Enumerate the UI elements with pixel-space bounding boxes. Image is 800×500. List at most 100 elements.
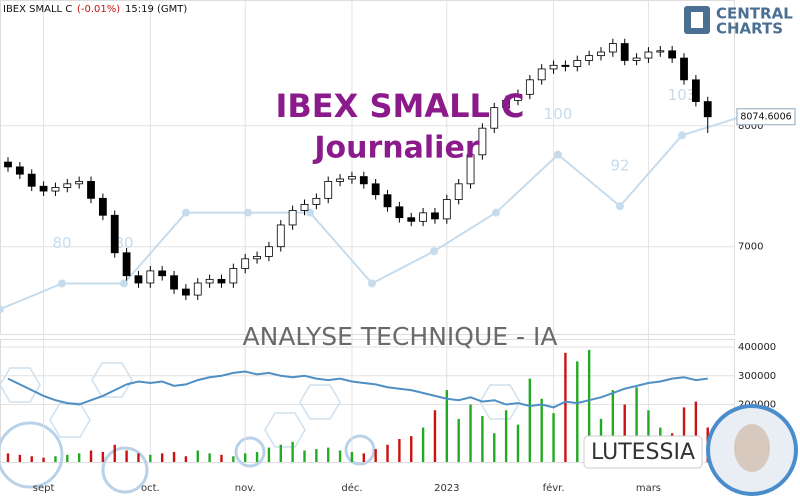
price-label: 8074.6006 xyxy=(740,111,791,122)
y-tick-label: 400000 xyxy=(738,342,776,353)
candle-body xyxy=(608,43,617,53)
candle-body xyxy=(466,154,475,185)
volume-bar xyxy=(386,444,389,462)
score-point xyxy=(616,202,624,211)
volume-bar xyxy=(244,453,247,462)
candle-body xyxy=(253,255,261,260)
candle-body xyxy=(442,199,451,220)
volume-bar xyxy=(694,401,698,462)
candle-body xyxy=(75,181,84,185)
candle-body xyxy=(359,176,368,185)
price-label-box xyxy=(736,108,796,126)
volume-bar xyxy=(552,413,555,462)
volume-bar xyxy=(255,451,259,462)
candle-body xyxy=(15,166,24,175)
y-tick-label: 7000 xyxy=(738,242,763,253)
candle-body xyxy=(632,57,641,61)
logo-text: CHARTS xyxy=(716,20,783,38)
x-tick-label: nov. xyxy=(235,483,256,494)
watermark-title: IBEX SMALL C xyxy=(275,87,524,125)
candle-body xyxy=(490,107,499,129)
volume-bar xyxy=(327,447,330,462)
candle-body xyxy=(300,203,309,211)
candle-body xyxy=(514,93,522,101)
y-tick-label: 300000 xyxy=(738,371,776,382)
volume-bar xyxy=(125,450,128,462)
volume-bar xyxy=(303,450,306,462)
x-tick-label: déc. xyxy=(341,482,362,494)
score-point xyxy=(554,150,562,159)
candle-body xyxy=(620,43,629,61)
volume-bar xyxy=(611,390,615,462)
score-point xyxy=(244,208,252,217)
volume-bar xyxy=(89,450,93,462)
score-label: 80 xyxy=(114,234,133,252)
volume-bar xyxy=(587,349,591,462)
candle-body xyxy=(181,288,190,296)
candle-body xyxy=(680,57,688,81)
candle-body xyxy=(265,246,273,257)
volume-average-line xyxy=(7,370,708,409)
score-point xyxy=(0,305,4,314)
candle-body xyxy=(668,50,677,59)
candle-body xyxy=(87,181,95,199)
candle-body xyxy=(395,206,404,219)
volume-bar xyxy=(516,424,520,462)
candle-body xyxy=(691,79,700,102)
candle-body xyxy=(312,197,321,205)
candle-body xyxy=(656,50,665,53)
x-tick-label: oct. xyxy=(141,483,160,494)
candle-body xyxy=(703,101,712,118)
volume-bar xyxy=(6,453,10,462)
volume-bar xyxy=(208,453,211,462)
volume-bar xyxy=(457,418,460,462)
candle-body xyxy=(573,60,582,67)
volume-bar xyxy=(279,444,282,462)
y-tick-label: 8000 xyxy=(738,121,763,132)
candle-body xyxy=(205,278,214,284)
header-change: (-0.01%) xyxy=(77,4,120,15)
candle-body xyxy=(454,183,463,200)
watermark-analysis: ANALYSE TECHNIQUE - IA xyxy=(243,322,558,351)
candle-body xyxy=(549,64,558,70)
volume-bar xyxy=(433,410,437,462)
x-tick-label: mars xyxy=(636,483,661,494)
volume-bar xyxy=(149,454,152,462)
volume-bar xyxy=(160,453,164,462)
candle-body xyxy=(419,212,428,222)
score-point xyxy=(430,247,438,256)
volume-bar xyxy=(137,453,140,462)
volume-bar xyxy=(362,453,365,462)
volume-bar xyxy=(42,457,45,462)
volume-bar xyxy=(421,427,425,462)
volume-bar xyxy=(184,456,188,462)
candle-body xyxy=(324,181,333,199)
price-panel xyxy=(0,0,735,335)
avatar-face xyxy=(734,424,770,472)
volume-bar xyxy=(374,449,377,462)
volume-bar xyxy=(576,361,579,462)
candle-body xyxy=(217,278,226,284)
candle-body xyxy=(561,64,570,67)
candle-body xyxy=(348,176,356,180)
volume-bar xyxy=(528,378,532,462)
volume-bar xyxy=(101,451,105,462)
x-tick-label: févr. xyxy=(543,482,565,494)
volume-bar xyxy=(540,398,543,462)
volume-bar xyxy=(410,436,413,462)
x-tick-label: sept xyxy=(33,483,55,494)
candle-body xyxy=(110,214,119,254)
score-point xyxy=(492,208,500,217)
volume-bar xyxy=(267,447,271,462)
candle-body xyxy=(537,68,546,81)
brand-box xyxy=(583,435,703,469)
score-point xyxy=(368,279,376,288)
candle-body xyxy=(134,275,143,284)
candle-body xyxy=(51,187,60,192)
volume-bar xyxy=(481,416,484,462)
volume-bar xyxy=(291,441,294,462)
volume-bar xyxy=(30,456,33,462)
candle-body xyxy=(158,270,167,277)
volume-bar xyxy=(18,454,22,462)
